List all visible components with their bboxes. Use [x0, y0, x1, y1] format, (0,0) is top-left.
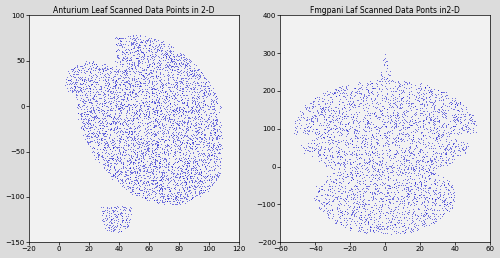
Title: Fmgpani Laf Scanned Data Ponts in2-D: Fmgpani Laf Scanned Data Ponts in2-D: [310, 6, 460, 14]
Title: Anturium Leaf Scanned Data Points in 2-D: Anturium Leaf Scanned Data Points in 2-D: [53, 6, 214, 14]
